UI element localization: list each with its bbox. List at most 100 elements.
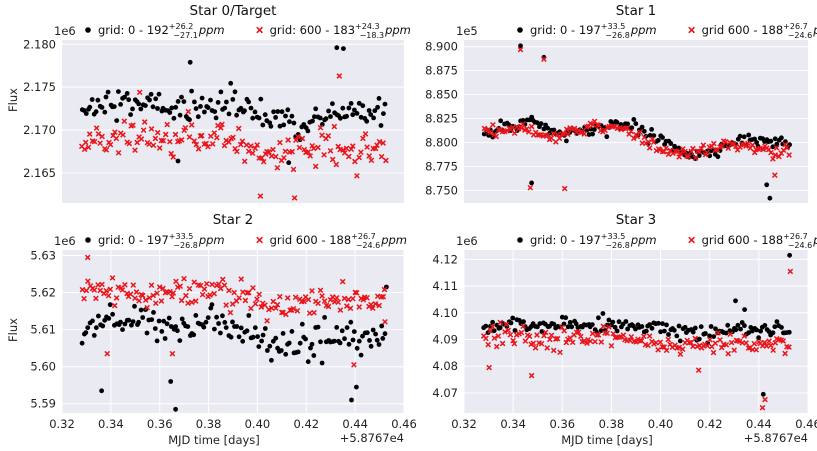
legend-marker-dot bbox=[85, 237, 91, 243]
panel-title: Star 3 bbox=[616, 212, 657, 228]
data-point-grid0 bbox=[114, 118, 120, 123]
data-point-grid0 bbox=[118, 319, 123, 325]
x-offset-label-left: +5.8767e4 bbox=[340, 431, 404, 445]
data-point-grid0 bbox=[756, 335, 761, 341]
data-point-grid0 bbox=[173, 104, 179, 110]
data-point-grid0 bbox=[267, 343, 273, 349]
data-point-grid0 bbox=[205, 315, 211, 320]
legend-entry-label: grid 600 - 188+26.7−24.6ppm bbox=[270, 232, 407, 250]
y-tick-label: 2.165 bbox=[23, 166, 56, 180]
data-point-grid0 bbox=[260, 122, 266, 128]
data-point-grid600 bbox=[627, 337, 633, 344]
data-point-grid0 bbox=[212, 109, 218, 114]
data-point-grid0 bbox=[651, 133, 657, 139]
data-point-grid600 bbox=[211, 290, 218, 297]
data-point-grid0 bbox=[604, 134, 610, 140]
data-point-grid600 bbox=[725, 350, 732, 357]
data-point-grid0 bbox=[521, 319, 526, 324]
data-point-grid600 bbox=[534, 332, 540, 338]
data-point-grid600 bbox=[364, 144, 370, 150]
data-point-grid0 bbox=[380, 336, 386, 341]
data-point-grid600 bbox=[134, 139, 141, 146]
data-point-grid600 bbox=[353, 289, 360, 296]
data-point-grid600 bbox=[195, 146, 202, 152]
data-point-grid600 bbox=[331, 123, 338, 130]
data-point-grid600 bbox=[592, 338, 598, 345]
data-point-grid600 bbox=[235, 125, 242, 132]
data-point-grid600 bbox=[274, 164, 281, 171]
data-point-grid600 bbox=[704, 342, 711, 349]
data-point-grid0 bbox=[352, 107, 357, 113]
x-tick-label: 0.44 bbox=[342, 417, 368, 431]
data-point-grid600 bbox=[719, 143, 726, 149]
x-tick-label: 0.34 bbox=[500, 417, 526, 431]
data-point-grid600 bbox=[561, 327, 568, 334]
y-scale-label: 1e6 bbox=[456, 234, 478, 248]
data-point-grid0 bbox=[128, 112, 134, 117]
data-point-grid600 bbox=[510, 124, 516, 131]
data-point-grid600 bbox=[661, 148, 667, 155]
data-point-grid600 bbox=[301, 146, 308, 153]
data-point-grid0 bbox=[83, 111, 89, 116]
data-point-grid600 bbox=[248, 305, 254, 312]
data-point-grid0 bbox=[367, 338, 372, 343]
data-point-grid600 bbox=[245, 148, 252, 155]
data-point-grid600 bbox=[156, 284, 163, 290]
data-point-grid600 bbox=[645, 342, 651, 349]
data-point-grid600 bbox=[499, 340, 506, 347]
data-point-grid0 bbox=[171, 115, 177, 121]
data-point-grid0 bbox=[337, 340, 343, 346]
data-point-grid0 bbox=[703, 331, 708, 336]
data-point-grid0 bbox=[786, 329, 792, 335]
data-point-grid600 bbox=[676, 154, 683, 160]
data-point-grid600 bbox=[378, 153, 385, 160]
data-point-grid600 bbox=[136, 297, 142, 304]
data-point-grid600 bbox=[610, 123, 616, 130]
data-point-grid600 bbox=[207, 292, 213, 298]
data-point-grid600 bbox=[111, 302, 118, 309]
data-point-grid0 bbox=[166, 315, 172, 321]
data-point-grid600 bbox=[203, 140, 210, 147]
data-point-grid0 bbox=[563, 315, 569, 321]
x-tick-label: 0.40 bbox=[648, 417, 674, 431]
data-point-grid600 bbox=[198, 132, 205, 139]
y-scale-label: 1e5 bbox=[456, 24, 478, 38]
data-point-grid0 bbox=[754, 140, 759, 145]
data-point-grid0 bbox=[768, 138, 774, 144]
data-point-grid600 bbox=[526, 333, 533, 340]
data-point-grid600 bbox=[528, 372, 535, 379]
data-point-grid600 bbox=[272, 305, 279, 311]
data-point-grid600 bbox=[760, 146, 767, 153]
data-point-grid0 bbox=[175, 99, 181, 104]
data-point-grid600 bbox=[637, 337, 643, 344]
x-tick-label: 0.32 bbox=[49, 417, 75, 431]
data-point-grid600 bbox=[341, 150, 348, 156]
x-tick-label: 0.42 bbox=[697, 417, 723, 431]
data-point-grid0 bbox=[278, 348, 284, 353]
data-point-grid0 bbox=[633, 326, 638, 332]
data-point-grid600 bbox=[177, 283, 184, 290]
data-point-grid0 bbox=[649, 325, 655, 331]
data-point-grid600 bbox=[120, 132, 126, 138]
data-point-grid0 bbox=[746, 132, 752, 138]
data-point-grid0 bbox=[342, 336, 347, 342]
data-point-grid600 bbox=[178, 137, 185, 143]
data-point-grid0 bbox=[295, 349, 301, 355]
data-point-grid600 bbox=[294, 307, 301, 314]
y-tick-label: 4.07 bbox=[432, 386, 458, 400]
data-point-grid600 bbox=[205, 143, 211, 150]
data-point-grid600 bbox=[710, 349, 717, 356]
data-point-grid600 bbox=[360, 135, 366, 142]
data-point-grid600 bbox=[773, 145, 780, 151]
data-point-grid600 bbox=[663, 347, 670, 354]
data-point-grid600 bbox=[219, 121, 225, 128]
data-point-grid0 bbox=[151, 310, 156, 315]
data-point-grid0 bbox=[299, 321, 305, 327]
data-point-grid600 bbox=[376, 138, 383, 145]
data-point-grid600 bbox=[192, 298, 199, 304]
data-point-grid0 bbox=[339, 328, 345, 334]
data-point-grid600 bbox=[548, 135, 555, 141]
data-point-grid0 bbox=[658, 329, 663, 335]
data-point-grid600 bbox=[650, 139, 657, 146]
data-point-grid0 bbox=[230, 319, 235, 325]
